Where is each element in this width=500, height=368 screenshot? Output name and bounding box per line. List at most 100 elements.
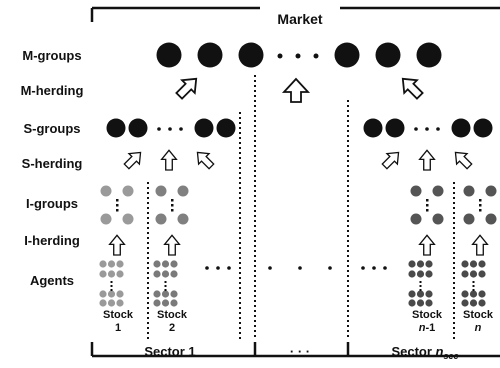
agents-stock-n	[461, 260, 486, 307]
sector-ellipsis: · · ·	[290, 344, 310, 359]
s-ellipsis-dot	[168, 127, 172, 131]
horizontal-ellipses	[205, 266, 387, 270]
i-ellipsis-dot	[171, 199, 174, 202]
agent-node	[408, 270, 416, 278]
agent-ellipsis-dot	[419, 285, 422, 287]
h-ellipsis-dot	[227, 266, 231, 270]
s-group-node	[194, 118, 214, 138]
agent-node	[478, 299, 486, 307]
agent-node	[116, 299, 124, 307]
row-label-s-groups: S-groups	[23, 121, 80, 136]
s-ellipsis-dot	[425, 127, 429, 131]
agent-node	[153, 299, 161, 307]
i-ellipsis-dot	[426, 204, 429, 207]
i-group-node	[485, 213, 497, 225]
agent-node	[153, 290, 161, 298]
agents-stock-n-1	[408, 260, 433, 307]
agent-ellipsis-dot	[472, 289, 475, 291]
stock-label-n-1-var: n	[419, 322, 426, 334]
agent-node	[170, 290, 178, 298]
s-group-node	[451, 118, 471, 138]
s-ellipsis-dot	[436, 127, 440, 131]
i-ellipsis-dot	[116, 209, 119, 212]
s-group-node	[385, 118, 405, 138]
h-ellipsis-dot	[268, 266, 272, 270]
stock-label-n-1-suffix: -1	[425, 322, 435, 334]
agent-node	[461, 260, 469, 268]
agent-ellipsis-dot	[110, 281, 113, 283]
m-group-node	[334, 42, 360, 68]
sector-dividers	[239, 75, 349, 340]
i-group-node	[410, 185, 422, 197]
s-group-node	[106, 118, 126, 138]
h-ellipsis-dot	[298, 266, 302, 270]
market-title: Market	[277, 11, 322, 27]
agent-node	[425, 290, 433, 298]
agent-ellipsis-dot	[419, 289, 422, 291]
agent-node	[161, 290, 170, 298]
sector-label-1: Sector 1	[144, 344, 195, 359]
agent-node	[478, 270, 486, 278]
agent-node	[408, 299, 416, 307]
i-group-node	[100, 213, 112, 225]
agent-ellipsis-dot	[164, 289, 167, 291]
s-ellipsis-dot	[414, 127, 418, 131]
i-herding-arrows	[108, 234, 489, 256]
m-herding-arrow-right	[401, 77, 424, 100]
s-herding-arrow	[454, 151, 473, 170]
m-group-node	[197, 42, 223, 68]
agent-node	[416, 270, 425, 278]
i-group-node	[432, 213, 444, 225]
i-groups-row	[100, 185, 497, 225]
h-ellipsis-dot	[328, 266, 332, 270]
agent-node	[107, 290, 116, 298]
i-group-node	[122, 213, 134, 225]
agent-node	[161, 260, 170, 268]
i-herding-arrow	[471, 234, 489, 256]
agent-ellipsis-dot	[164, 285, 167, 287]
i-groups-stock-2	[155, 185, 189, 225]
s-group-node	[128, 118, 148, 138]
agent-ellipsis-dot	[164, 281, 167, 283]
i-group-node	[177, 213, 189, 225]
i-herding-arrow	[163, 234, 181, 256]
i-group-node	[432, 185, 444, 197]
i-group-node	[485, 185, 497, 197]
agent-node	[99, 260, 107, 268]
stock-dividers	[147, 182, 455, 340]
i-groups-stock-n-1	[410, 185, 444, 225]
agent-node	[461, 299, 469, 307]
m-ellipsis-dot	[277, 53, 283, 59]
agent-node	[116, 270, 124, 278]
s-herding-arrow	[418, 149, 436, 171]
sector-label-last-sub: sec	[444, 351, 459, 361]
i-herding-arrow	[418, 234, 436, 256]
sector-label-last-prefix: Sector	[391, 344, 435, 359]
i-ellipsis-dot	[116, 199, 119, 202]
m-group-node	[375, 42, 401, 68]
stock-label-2-word: Stock	[157, 309, 188, 321]
agent-node	[99, 270, 107, 278]
i-groups-stock-n	[463, 185, 497, 225]
i-groups-stock-1	[100, 185, 134, 225]
agents-stock-2	[153, 260, 178, 307]
stock-label-n-index: n	[475, 322, 482, 334]
agent-node	[461, 270, 469, 278]
h-ellipsis-dot	[372, 266, 376, 270]
i-ellipsis-dot	[116, 204, 119, 207]
m-groups-row	[156, 42, 442, 68]
agent-node	[425, 299, 433, 307]
agent-ellipsis-dot	[472, 285, 475, 287]
sector-label-last-var: n	[436, 344, 444, 359]
agent-node	[425, 270, 433, 278]
i-ellipsis-dot	[479, 204, 482, 207]
i-ellipsis-dot	[479, 209, 482, 212]
agent-node	[107, 270, 116, 278]
s-herding-arrow	[381, 151, 400, 170]
row-label-agents: Agents	[30, 273, 74, 288]
stock-label-1-index: 1	[115, 322, 121, 334]
stock-label-2-index: 2	[169, 322, 175, 334]
h-ellipsis-dot	[216, 266, 220, 270]
s-groups-row	[106, 118, 493, 138]
agent-node	[425, 260, 433, 268]
